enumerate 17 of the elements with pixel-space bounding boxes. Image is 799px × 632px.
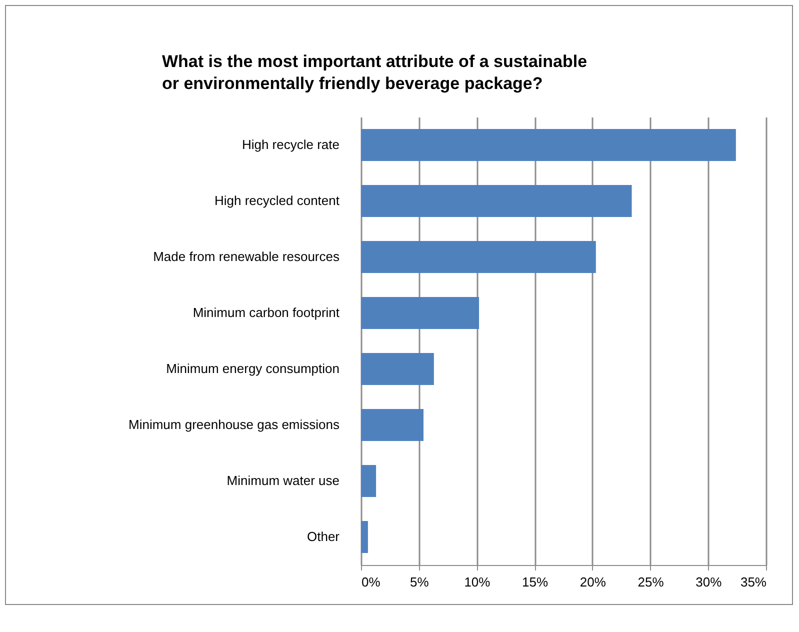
y-tick-label: Minimum water use bbox=[226, 473, 340, 488]
x-tick-label: 10% bbox=[464, 574, 491, 590]
x-tick-label: 25% bbox=[638, 574, 664, 590]
x-tick-label: 15% bbox=[522, 574, 549, 590]
x-tick-label: 20% bbox=[580, 574, 606, 590]
y-tick-label: High recycled content bbox=[214, 193, 340, 208]
y-tick-label: High recycle rate bbox=[242, 137, 340, 152]
y-tick-label: Minimum carbon footprint bbox=[192, 305, 340, 320]
x-tick-label: 30% bbox=[696, 574, 722, 590]
y-tick-label: Minimum energy consumption bbox=[166, 361, 340, 376]
chart-title: What is the most important attribute of a sustainable or environmentally friendly beverage package? bbox=[162, 52, 588, 93]
x-tick-label: 35% bbox=[740, 574, 767, 590]
y-tick-label: Other bbox=[306, 529, 340, 544]
x-tick-label: 0% bbox=[362, 574, 381, 590]
y-tick-label: Minimum greenhouse gas emissions bbox=[128, 417, 340, 432]
x-tick-label: 5% bbox=[410, 574, 430, 590]
y-tick-label: Made from renewable resources bbox=[153, 249, 340, 264]
